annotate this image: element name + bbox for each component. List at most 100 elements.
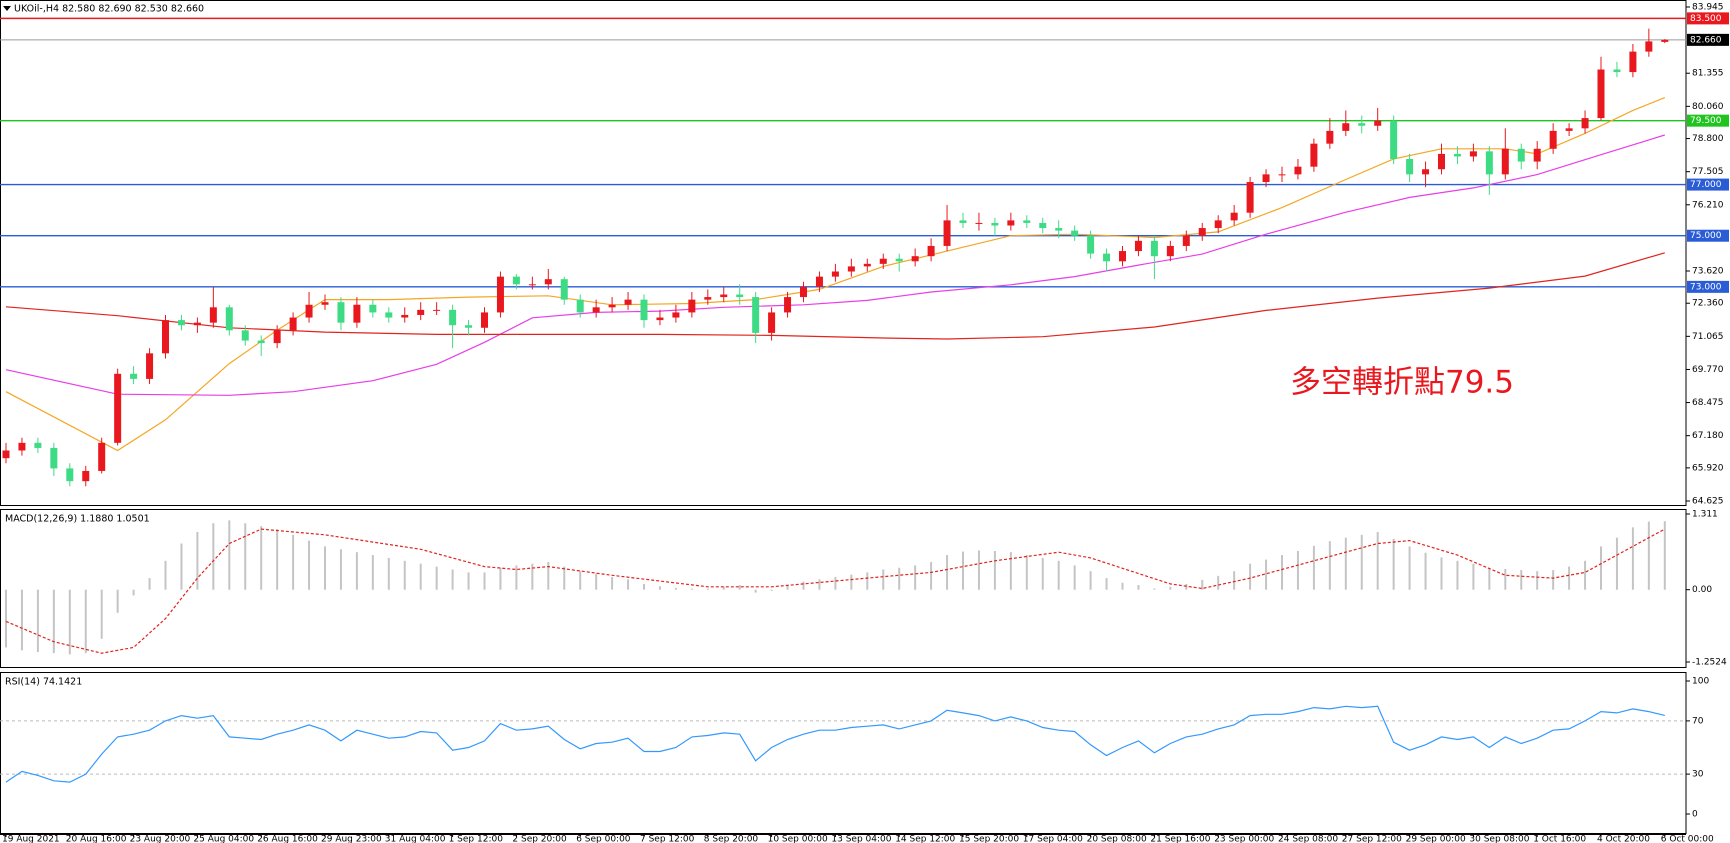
- candle-body: [114, 373, 122, 443]
- x-tick-label: 6 Sep 00:00: [576, 835, 631, 843]
- candle-body: [895, 258, 903, 262]
- candle-body: [1485, 151, 1493, 175]
- candle-body: [1533, 148, 1541, 162]
- candle-body: [1422, 169, 1430, 175]
- x-tick-label: 20 Aug 16:00: [66, 835, 127, 843]
- candle-body: [1007, 220, 1015, 226]
- candle-body: [800, 286, 807, 298]
- x-tick-label: 8 Sep 20:00: [704, 835, 759, 843]
- candle-body: [130, 373, 138, 379]
- candle-body: [1278, 174, 1286, 176]
- candle-body: [496, 276, 504, 313]
- candle-body: [82, 470, 90, 482]
- candle-body: [959, 220, 967, 223]
- y-tick-label: 64.625: [1692, 497, 1724, 507]
- candle-body: [1629, 51, 1637, 73]
- candle-body: [225, 307, 233, 331]
- y-tick-label: 71.065: [1692, 332, 1724, 342]
- candle-body: [736, 294, 744, 298]
- y-tick-label: 100: [1692, 677, 1709, 687]
- candle-body: [1071, 230, 1079, 236]
- x-tick-label: 25 Aug 04:00: [193, 835, 254, 843]
- level-label-box: [1687, 280, 1729, 293]
- level-label: 77.000: [1690, 180, 1722, 190]
- candle-body: [991, 222, 999, 226]
- candle-body: [321, 302, 329, 305]
- candle-body: [449, 309, 457, 326]
- candle-body: [831, 271, 839, 277]
- candle-body: [1310, 143, 1318, 167]
- y-tick-label: 65.920: [1692, 463, 1724, 473]
- candle-body: [1661, 39, 1669, 42]
- candle-body: [911, 256, 919, 262]
- candle-body: [50, 447, 58, 469]
- candle-body: [656, 317, 664, 321]
- x-tick-label: 1 Oct 16:00: [1533, 835, 1586, 843]
- candle-body: [879, 258, 887, 264]
- candle-body: [1581, 118, 1589, 129]
- candle-body: [752, 297, 760, 333]
- x-tick-label: 21 Sep 16:00: [1150, 835, 1210, 843]
- x-tick-label: 15 Sep 20:00: [959, 835, 1019, 843]
- candle-body: [1119, 251, 1126, 262]
- candle-body: [162, 320, 169, 354]
- y-tick-label: 0.00: [1692, 585, 1712, 595]
- candle-body: [385, 312, 393, 318]
- signal-line: [5, 528, 1666, 654]
- candle-body: [1438, 153, 1445, 170]
- candle-body: [847, 266, 855, 272]
- x-tick-label: 2 Sep 20:00: [512, 835, 567, 843]
- candle-body: [560, 279, 568, 300]
- candle-body: [1406, 159, 1414, 175]
- menu-arrow[interactable]: [3, 6, 11, 11]
- y-tick-label: 69.770: [1692, 365, 1724, 375]
- x-tick-label: 26 Aug 16:00: [257, 835, 318, 843]
- x-tick-label: 19 Aug 2021: [2, 835, 60, 843]
- candle-body: [273, 330, 281, 344]
- candle-body: [592, 307, 600, 313]
- candle-body: [1023, 220, 1031, 223]
- candle-body: [784, 297, 792, 313]
- candle-body: [1613, 69, 1621, 73]
- candle-body: [177, 320, 185, 326]
- level-label: 73.000: [1690, 282, 1722, 292]
- x-tick-label: 23 Sep 00:00: [1214, 835, 1274, 843]
- candle-body: [66, 468, 74, 482]
- candle-body: [704, 297, 712, 300]
- candle-body: [337, 302, 345, 323]
- x-tick-label: 27 Sep 12:00: [1342, 835, 1402, 843]
- candle-body: [1103, 253, 1111, 262]
- x-tick-label: 24 Sep 08:00: [1278, 835, 1338, 843]
- candle-body: [1326, 130, 1334, 144]
- candle-body: [1374, 120, 1382, 126]
- candle-body: [1087, 235, 1095, 254]
- candle-body: [305, 304, 313, 318]
- candle-body: [1214, 220, 1222, 229]
- candle-body: [401, 314, 409, 318]
- level-label: 83.500: [1690, 14, 1722, 24]
- candle-body: [369, 304, 377, 313]
- y-tick-label: 68.475: [1692, 398, 1724, 408]
- annotation: 多空轉折點79.5: [1290, 365, 1514, 401]
- level-label-box: [1687, 12, 1729, 25]
- candle-body: [18, 442, 26, 451]
- y-tick-label: -1.2524: [1692, 658, 1727, 668]
- candle-body: [1182, 235, 1190, 246]
- candle-body: [209, 307, 217, 323]
- x-tick-label: 13 Sep 04:00: [831, 835, 891, 843]
- candle-body: [544, 279, 552, 285]
- candle-body: [146, 353, 154, 379]
- panel-frame: [0, 672, 1687, 834]
- x-tick-label: 10 Sep 00:00: [768, 835, 828, 843]
- level-label-box: [1687, 114, 1729, 127]
- y-tick-label: 83.945: [1692, 3, 1724, 13]
- candle-body: [1390, 120, 1398, 160]
- candle-body: [768, 312, 776, 333]
- x-tick-label: 7 Sep 12:00: [640, 835, 695, 843]
- candle-body: [927, 245, 935, 257]
- candle-body: [608, 304, 616, 308]
- candle-body: [1565, 128, 1573, 131]
